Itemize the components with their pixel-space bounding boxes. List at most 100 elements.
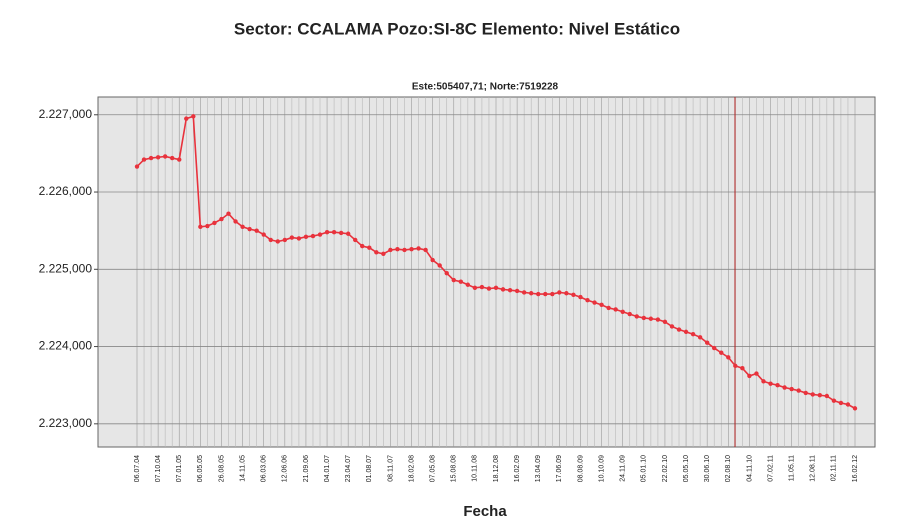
data-point — [184, 116, 189, 121]
data-point — [219, 216, 224, 222]
data-point — [768, 381, 773, 386]
data-point — [754, 371, 759, 376]
data-point — [824, 393, 830, 399]
data-point — [374, 250, 379, 255]
data-point — [303, 234, 309, 240]
data-point — [317, 232, 323, 237]
data-point — [761, 379, 766, 384]
data-point — [247, 226, 252, 232]
x-tick-label: 04.11.10 — [746, 455, 753, 482]
data-point — [845, 402, 851, 407]
data-point — [444, 270, 449, 276]
x-tick-label: 10.10.09 — [598, 455, 605, 482]
data-point — [451, 277, 456, 283]
data-point — [662, 319, 668, 325]
data-point — [493, 285, 499, 291]
data-point — [810, 392, 815, 397]
data-point — [747, 373, 752, 379]
data-point — [775, 382, 780, 388]
data-point — [430, 257, 435, 263]
data-point — [648, 316, 654, 321]
data-point — [212, 220, 217, 226]
y-tick-label: 2.227,000 — [39, 107, 93, 121]
y-tick-label: 2.224,000 — [39, 339, 93, 353]
data-point — [613, 307, 618, 312]
x-tick-label: 26.08.05 — [218, 455, 225, 482]
data-point — [409, 247, 414, 252]
data-point — [733, 363, 738, 369]
x-tick-label: 18.12.08 — [493, 455, 500, 482]
data-point — [831, 398, 837, 403]
data-point — [261, 232, 266, 237]
data-point — [655, 317, 661, 322]
data-point — [148, 155, 154, 161]
data-point — [198, 224, 203, 230]
data-point — [578, 294, 583, 300]
x-tick-label: 10.11.08 — [472, 455, 479, 482]
data-point — [360, 243, 365, 249]
data-point — [704, 340, 710, 345]
data-point — [726, 355, 731, 360]
data-point — [528, 291, 534, 296]
data-point — [423, 247, 428, 253]
data-point — [402, 247, 407, 253]
data-point — [155, 155, 161, 160]
data-point — [789, 386, 794, 392]
data-point — [543, 291, 548, 297]
data-point — [275, 239, 280, 244]
chart-title: Sector: CCALAMA Pozo:SI-8C Elemento: Niv… — [234, 19, 680, 38]
data-point — [719, 350, 724, 355]
data-point — [289, 235, 295, 240]
data-point — [782, 385, 787, 390]
data-point — [585, 298, 590, 303]
data-point — [331, 230, 337, 235]
x-tick-label: 08.08.09 — [577, 455, 584, 482]
chart-subtitle: Este:505407,71; Norte:7519228 — [412, 82, 559, 93]
data-point — [191, 114, 196, 119]
data-point — [669, 324, 675, 329]
data-point — [571, 292, 576, 297]
data-point — [606, 305, 611, 311]
data-point — [416, 246, 421, 251]
x-tick-label: 02.08.10 — [725, 455, 732, 482]
data-point — [465, 282, 471, 287]
data-point — [169, 155, 175, 161]
data-point — [472, 285, 478, 291]
x-tick-label: 14.11.05 — [239, 455, 246, 482]
data-point — [162, 154, 168, 159]
data-point — [627, 311, 632, 317]
data-point — [367, 245, 372, 250]
data-point — [514, 288, 520, 294]
data-point — [338, 230, 344, 236]
data-point — [233, 219, 238, 224]
data-point — [388, 247, 393, 253]
data-point — [254, 228, 259, 233]
data-point — [268, 237, 273, 243]
x-tick-label: 30.06.10 — [704, 455, 711, 482]
x-tick-label: 07.02.11 — [767, 455, 774, 482]
x-tick-label: 05.01.10 — [641, 455, 648, 482]
data-point — [437, 263, 442, 268]
data-point — [550, 291, 555, 297]
x-tick-label: 18.02.08 — [408, 455, 415, 482]
data-point — [479, 284, 485, 290]
x-tick-label: 16.02.09 — [514, 455, 521, 482]
y-tick-label: 2.223,000 — [39, 416, 93, 430]
data-point — [177, 157, 182, 162]
data-point — [838, 400, 844, 406]
data-point — [296, 236, 302, 241]
x-tick-label: 06.05.05 — [197, 455, 204, 482]
data-point — [712, 345, 717, 351]
x-tick-label: 11.05.11 — [788, 455, 795, 481]
data-point — [683, 329, 689, 335]
data-point — [507, 287, 513, 293]
data-point — [690, 331, 696, 337]
x-tick-label: 12.08.11 — [810, 455, 817, 482]
data-point — [134, 164, 140, 169]
x-tick-label: 08.11.07 — [387, 455, 394, 482]
x-tick-label: 06.07.04 — [134, 455, 141, 482]
data-point — [282, 237, 288, 243]
data-point — [676, 327, 682, 332]
x-axis-label: Fecha — [463, 503, 507, 520]
